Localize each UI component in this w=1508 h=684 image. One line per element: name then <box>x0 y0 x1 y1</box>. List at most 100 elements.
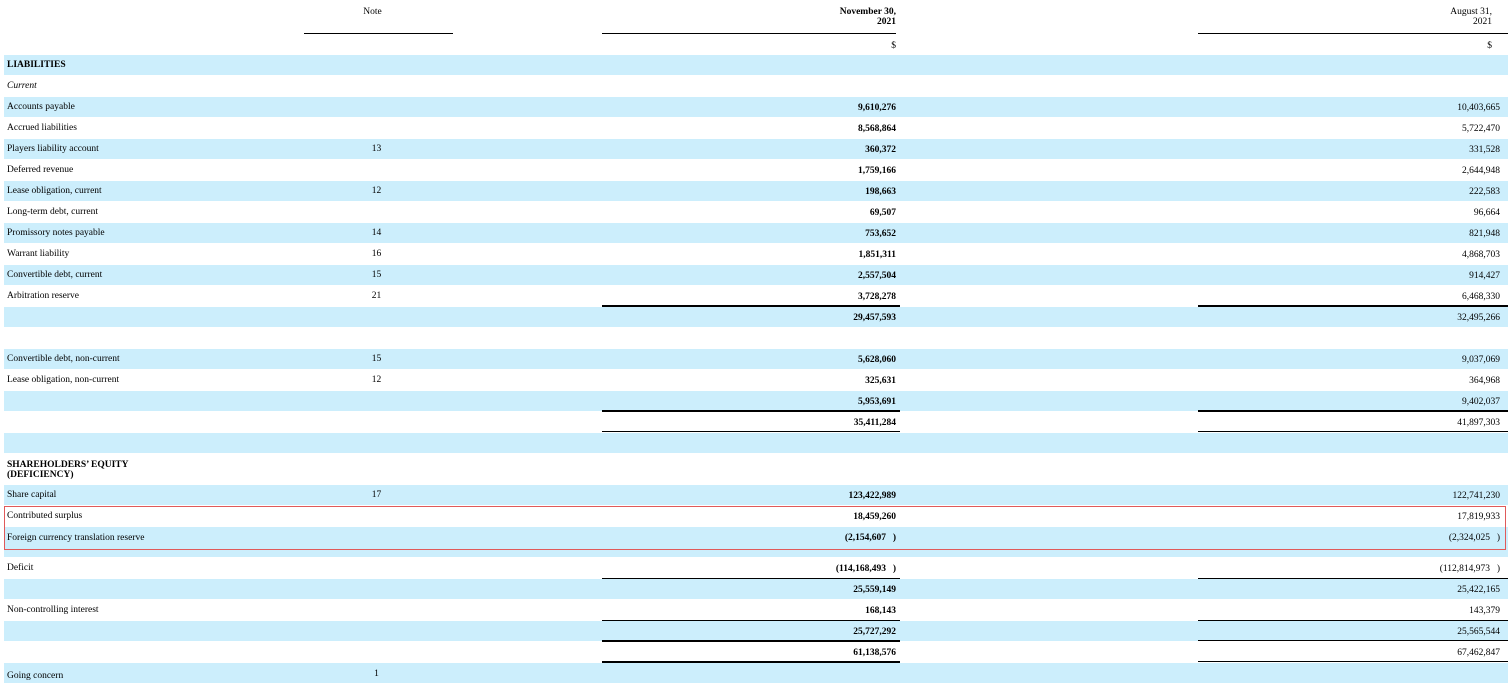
table-row: Share capital 17 123,422,989 122,741,230 <box>4 485 1508 506</box>
table-row: LIABILITIES <box>4 55 1508 76</box>
row-note: 13 <box>371 144 382 154</box>
november-subtotal: 29,457,593 <box>853 313 896 323</box>
total-rule <box>1198 661 1508 662</box>
table-row: Deficit (114,168,493) (112,814,973) <box>4 558 1508 579</box>
november-value: 1,759,166 <box>858 166 896 176</box>
table-row: Deferred revenue 1,759,166 2,644,948 <box>4 160 1508 181</box>
august-value: 364,968 <box>1469 376 1500 386</box>
august-total: 67,462,847 <box>1457 648 1500 658</box>
table-row: Promissory notes payable 14 753,652 821,… <box>4 223 1508 244</box>
subtotal-rule <box>602 620 900 621</box>
table-row: Contributed surplus 18,459,260 17,819,93… <box>4 506 1508 527</box>
table-row: Lease obligation, current 12 198,663 222… <box>4 181 1508 202</box>
total-rule <box>602 661 900 663</box>
row-label: Going concern <box>7 671 64 681</box>
november-value: 168,143 <box>865 606 896 616</box>
row-label: Arbitration reserve <box>7 291 80 301</box>
subtotal-rule <box>1198 620 1508 621</box>
november-subtotal: 25,727,292 <box>853 627 896 637</box>
row-label: LIABILITIES <box>7 60 66 70</box>
august-value: 5,722,470 <box>1462 124 1500 134</box>
table-row <box>4 433 1508 454</box>
subtotal-rule <box>1198 578 1508 579</box>
november-value: 9,610,276 <box>858 103 896 113</box>
august-subtotal: 9,402,037 <box>1462 397 1500 407</box>
row-label: Foreign currency translation reserve <box>7 533 145 543</box>
november-value: 18,459,260 <box>853 512 896 522</box>
row-label: Players liability account <box>7 144 99 154</box>
row-label: Share capital <box>7 490 57 500</box>
row-note: 12 <box>371 375 382 385</box>
august-value: 122,741,230 <box>1452 491 1501 501</box>
august-value: 222,583 <box>1469 187 1500 197</box>
november-value: 325,631 <box>865 376 896 386</box>
november-value: 1,851,311 <box>858 250 896 260</box>
balance-sheet-table: LIABILITIES Current Accounts payable 9,6… <box>4 55 1508 684</box>
august-currency-label: $ <box>1487 41 1492 51</box>
table-row: Going concern 1 <box>4 663 1508 684</box>
row-note: 12 <box>371 186 382 196</box>
november-value: 123,422,989 <box>848 491 897 501</box>
august-header-underline <box>1198 33 1508 34</box>
august-value: 4,868,703 <box>1462 250 1500 260</box>
november-value: 2,557,504 <box>858 271 896 281</box>
table-row: Accounts payable 9,610,276 10,403,665 <box>4 97 1508 118</box>
note-column-header: Note <box>363 7 382 17</box>
august-value: 10,403,665 <box>1457 103 1500 113</box>
november-value: (114,168,493) <box>835 564 896 574</box>
total-rule <box>1198 431 1508 432</box>
table-row: SHAREHOLDERS’ EQUITY (DEFICIENCY) <box>4 454 1508 485</box>
row-label: Accrued liabilities <box>7 123 77 133</box>
november-column-header: November 30, 2021 <box>740 7 896 27</box>
table-row: 25,727,292 25,565,544 <box>4 621 1508 642</box>
august-value: 914,427 <box>1469 271 1500 281</box>
row-label: Lease obligation, non-current <box>7 375 120 385</box>
table-row: Lease obligation, non-current 12 325,631… <box>4 370 1508 391</box>
table-row: Long-term debt, current 69,507 96,664 <box>4 202 1508 223</box>
november-date-label: November 30, <box>839 7 896 17</box>
subtotal-rule <box>1198 410 1508 412</box>
row-note: 16 <box>371 249 382 259</box>
august-total: 41,897,303 <box>1457 418 1500 428</box>
table-row: Players liability account 13 360,372 331… <box>4 139 1508 160</box>
november-value: 360,372 <box>865 145 896 155</box>
november-total: 61,138,576 <box>853 648 896 658</box>
august-value: 96,664 <box>1473 208 1500 218</box>
august-year-label: 2021 <box>1473 17 1492 27</box>
row-label: Lease obligation, current <box>7 186 102 196</box>
row-note: 21 <box>371 291 382 301</box>
november-value: 69,507 <box>869 208 896 218</box>
total-rule <box>1198 640 1508 641</box>
row-note: 1 <box>374 669 379 679</box>
august-value: 2,644,948 <box>1462 166 1500 176</box>
november-value: 5,628,060 <box>858 355 896 365</box>
table-row: 29,457,593 32,495,266 <box>4 307 1508 328</box>
august-value: 9,037,069 <box>1462 355 1500 365</box>
row-note: 14 <box>371 228 382 238</box>
row-note: 17 <box>371 490 382 500</box>
total-rule <box>602 431 900 432</box>
row-label: Current <box>7 81 37 91</box>
august-subtotal: 32,495,266 <box>1457 313 1500 323</box>
august-value: (112,814,973) <box>1439 564 1500 574</box>
august-subtotal: 25,422,165 <box>1457 585 1500 595</box>
subtotal-rule <box>602 410 900 412</box>
august-value: 143,379 <box>1469 606 1500 616</box>
row-label: Convertible debt, current <box>7 270 103 280</box>
row-note: 15 <box>371 270 382 280</box>
row-label: Contributed surplus <box>7 511 83 521</box>
row-label: Accounts payable <box>7 102 75 112</box>
row-label: Deferred revenue <box>7 165 74 175</box>
row-label: Long-term debt, current <box>7 207 99 217</box>
table-row <box>4 328 1508 349</box>
august-value: 331,528 <box>1469 145 1500 155</box>
table-row: Current <box>4 76 1508 97</box>
row-label: SHAREHOLDERS’ EQUITY (DEFICIENCY) <box>7 460 129 480</box>
august-value: 17,819,933 <box>1457 512 1500 522</box>
table-row: 5,953,691 9,402,037 <box>4 391 1508 412</box>
table-row: Convertible debt, non-current 15 5,628,0… <box>4 349 1508 370</box>
table-row: Non-controlling interest 168,143 143,379 <box>4 600 1508 621</box>
november-value: 198,663 <box>865 187 896 197</box>
table-row: Convertible debt, current 15 2,557,504 9… <box>4 265 1508 286</box>
row-label: Promissory notes payable <box>7 228 105 238</box>
